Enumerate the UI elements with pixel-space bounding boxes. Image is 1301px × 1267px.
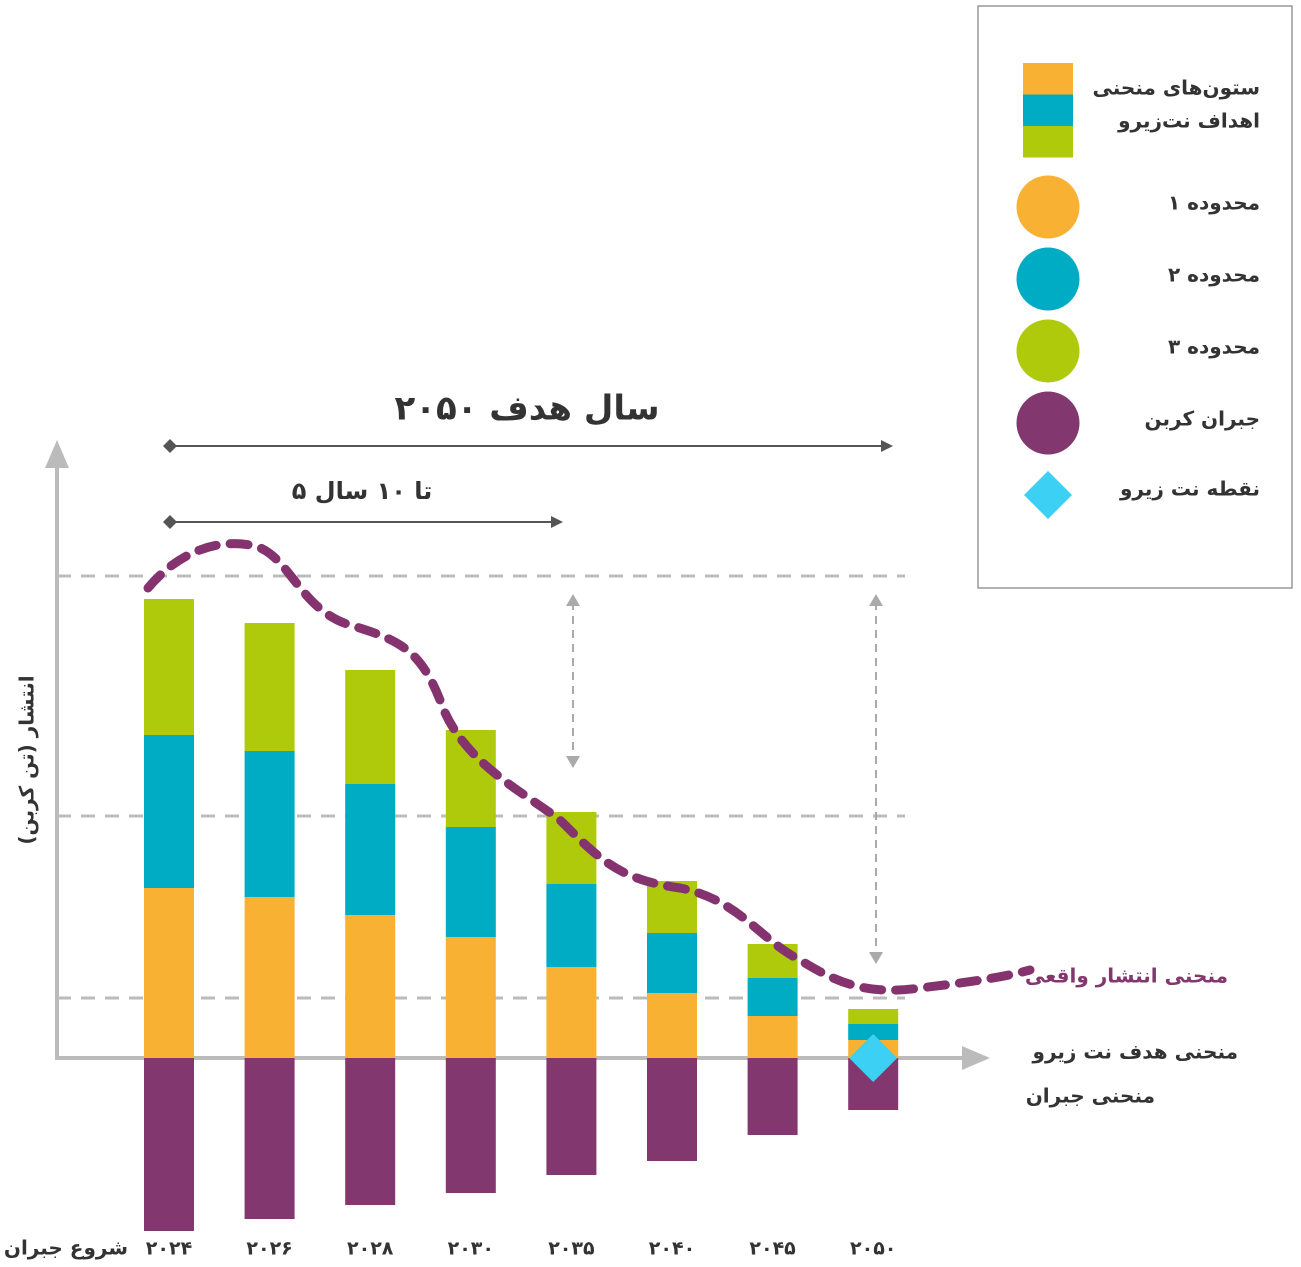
bar-segment (647, 933, 697, 993)
y-axis-arrow (45, 440, 69, 468)
legend-label: جبران کربن (1145, 407, 1261, 431)
bar-segment (144, 735, 194, 888)
subtitle: ۵ تا ۱۰ سال (292, 477, 433, 505)
bar-segment (848, 1009, 899, 1024)
legend-swatch (1023, 63, 1073, 95)
legend-title: ستون‌های منحنی (1093, 76, 1260, 100)
x-tick-label: ۲۰۳۵ (548, 1238, 595, 1260)
bar-segment (546, 884, 597, 967)
legend-marker (1016, 175, 1080, 239)
overlay (849, 1034, 898, 1082)
x-tick-label: ۲۰۴۵ (749, 1238, 796, 1260)
legend-marker (1016, 247, 1080, 311)
x-tick-label: ۲۰۲۸ (347, 1238, 394, 1260)
bar-segment (546, 1058, 597, 1175)
x-tick-label: ۲۰۲۶ (246, 1238, 292, 1260)
bar-segment (445, 937, 496, 1058)
title: سال هدف ۲۰۵۰ (394, 389, 659, 429)
legend-swatch (1023, 94, 1073, 126)
timeline-arrowheads (163, 439, 893, 529)
bar-segment (345, 784, 396, 915)
bars (144, 599, 899, 1231)
bar-segment (848, 1024, 899, 1040)
bar-segment (244, 751, 295, 897)
bar-segment (747, 1058, 798, 1135)
y-axis-label: انتشار (تن کربن) (15, 675, 39, 844)
legend-label: محدوده ۳ (1168, 335, 1260, 359)
legend-marker (1016, 319, 1080, 383)
bar-segment (144, 888, 194, 1058)
x-start-label: شروع جبران (4, 1236, 128, 1260)
bar-segment (345, 670, 396, 784)
bar-segment (345, 915, 396, 1058)
actual-curve-label: منحنی انتشار واقعی (1025, 964, 1228, 988)
x-tick-label: ۲۰۲۴ (146, 1238, 192, 1260)
actual-emission-curve (143, 539, 1035, 995)
legend-label: محدوده ۲ (1168, 263, 1260, 287)
bar-segment (647, 993, 697, 1058)
x-tick-label: ۲۰۴۰ (649, 1238, 695, 1260)
timeline-arrows (170, 445, 885, 523)
legend-marker (1016, 391, 1080, 455)
bar-segment (244, 623, 295, 751)
offset-curve-label: منحنی جبران (1026, 1084, 1155, 1108)
legend-marker (1024, 471, 1072, 519)
bar-segment (244, 1058, 295, 1219)
net-zero-point (849, 1034, 898, 1082)
bar-segment (445, 1058, 496, 1193)
legend-swatch (1023, 126, 1073, 158)
bar-segment (144, 1058, 194, 1231)
bar-segment (244, 897, 295, 1058)
x-tick-label: ۲۰۵۰ (850, 1238, 896, 1260)
legend-label: محدوده ۱ (1168, 191, 1260, 215)
bar-segment (747, 978, 798, 1016)
legend-label: نقطه نت زیرو (1119, 477, 1260, 501)
bar-segment (747, 1016, 798, 1058)
bar-segment (647, 1058, 697, 1161)
bar-segment (345, 1058, 396, 1205)
legend-title: اهداف نت‌زیرو (1117, 109, 1260, 133)
bar-segment (445, 827, 496, 937)
gap-arrowheads (566, 594, 883, 964)
bar-segment (546, 967, 597, 1058)
target-curve-label: منحنی هدف نت زیرو (1032, 1040, 1238, 1064)
bar-segment (144, 599, 194, 735)
gap-arrows (572, 602, 877, 958)
x-axis-arrow (962, 1046, 990, 1070)
x-tick-label: ۲۰۳۰ (448, 1238, 494, 1260)
